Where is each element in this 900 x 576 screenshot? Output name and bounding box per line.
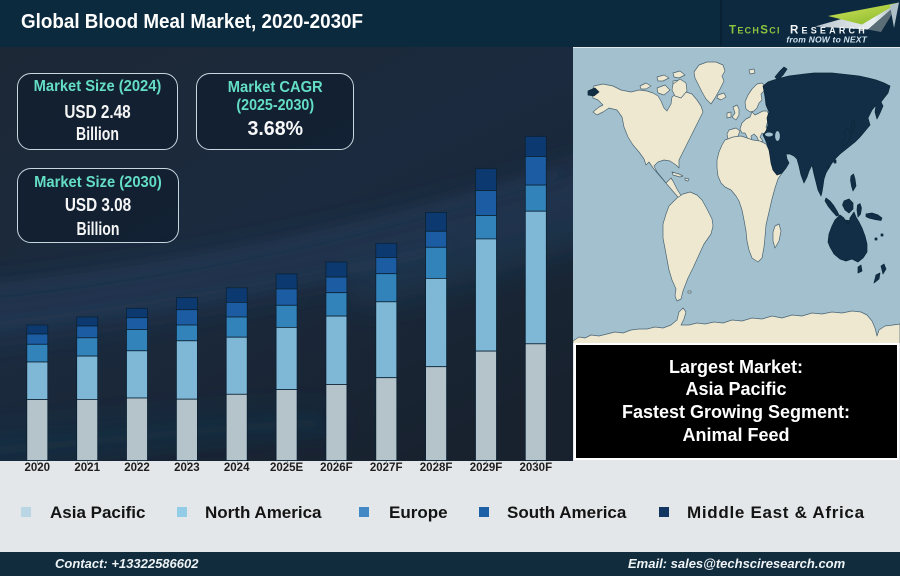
svg-text:TECHSCI: TECHSCI bbox=[729, 25, 781, 37]
svg-text:RESEARCH: RESEARCH bbox=[790, 25, 868, 37]
svg-text:from NOW to NEXT: from NOW to NEXT bbox=[786, 35, 867, 45]
